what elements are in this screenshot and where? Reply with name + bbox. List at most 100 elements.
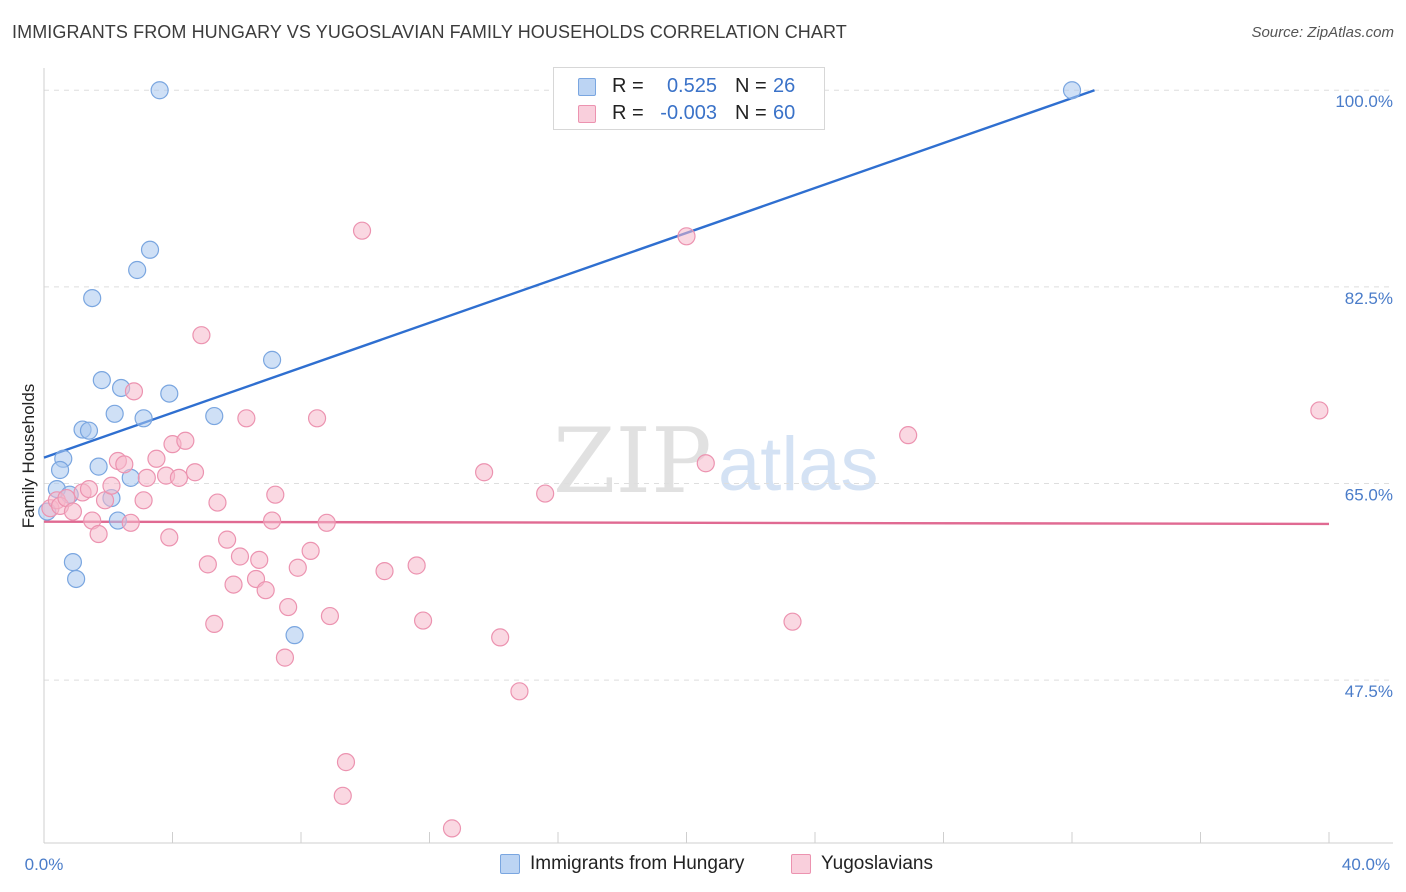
point-yugoslavians xyxy=(1310,401,1329,420)
stats-row-hungary: R = 0.525 N = 26 xyxy=(554,73,824,101)
r-label: R = xyxy=(612,75,644,97)
stats-legend-box: R = 0.525 N = 26 R = -0.003 N = 60 xyxy=(553,67,825,130)
hungary-swatch xyxy=(578,78,596,96)
point-yugoslavians xyxy=(510,682,529,701)
x-ticks xyxy=(172,832,1330,843)
point-hungary xyxy=(140,240,160,259)
point-yugoslavians xyxy=(102,476,121,495)
point-yugoslavians xyxy=(536,484,555,503)
n-value: 26 xyxy=(773,75,796,97)
point-hungary xyxy=(63,553,83,572)
legend-label-hungary: Immigrants from Hungary xyxy=(530,853,745,874)
point-hungary xyxy=(89,457,108,476)
point-hungary xyxy=(67,569,86,589)
point-yugoslavians xyxy=(185,463,205,482)
point-yugoslavians xyxy=(475,463,494,482)
watermark-zip: ZIP xyxy=(553,409,712,514)
point-yugoslavians xyxy=(250,550,269,569)
point-yugoslavians xyxy=(79,479,99,499)
watermark-atlas: atlas xyxy=(718,422,879,507)
legend: Immigrants from Hungary Yugoslavians xyxy=(0,851,1406,879)
point-hungary xyxy=(150,81,169,100)
point-yugoslavians xyxy=(336,753,356,772)
stats-row-yugoslavians: R = -0.003 N = 60 xyxy=(554,100,824,128)
axes xyxy=(43,68,1393,844)
r-label: R = xyxy=(612,102,644,124)
point-hungary xyxy=(1062,81,1082,100)
x-tick-label-min: 0.0% xyxy=(25,855,64,874)
n-label: N = xyxy=(735,102,767,124)
n-label: N = xyxy=(735,75,767,97)
trend-line-yugoslavians xyxy=(43,520,1330,526)
gridlines xyxy=(44,89,1393,681)
point-yugoslavians xyxy=(413,611,433,630)
point-yugoslavians xyxy=(288,558,307,577)
point-hungary xyxy=(79,421,99,440)
x-tick-labels: 0.0% 40.0% xyxy=(25,855,1390,874)
legend-swatch-yugoslavians xyxy=(791,854,811,874)
point-yugoslavians xyxy=(677,227,696,246)
y-tick-label: 47.5% xyxy=(1345,682,1393,701)
point-yugoslavians xyxy=(301,541,320,560)
point-yugoslavians xyxy=(279,597,298,617)
point-hungary xyxy=(134,409,153,428)
chart-source: Source: ZipAtlas.com xyxy=(1251,24,1394,41)
point-yugoslavians xyxy=(307,409,327,428)
point-hungary xyxy=(92,371,111,390)
legend-swatch-hungary xyxy=(500,854,520,874)
point-yugoslavians xyxy=(208,493,227,512)
point-yugoslavians xyxy=(115,455,134,474)
point-yugoslavians xyxy=(218,530,237,549)
r-value: 0.525 xyxy=(666,75,717,97)
point-hungary xyxy=(128,260,147,280)
x-tick-label-max: 40.0% xyxy=(1342,855,1390,874)
point-yugoslavians xyxy=(198,555,217,574)
y-tick-label: 100.0% xyxy=(1335,92,1393,111)
watermark: ZIP atlas xyxy=(553,409,879,514)
trend-lines xyxy=(43,89,1330,526)
point-yugoslavians xyxy=(442,819,462,838)
point-yugoslavians xyxy=(783,612,802,631)
point-yugoslavians xyxy=(333,786,352,805)
point-yugoslavians xyxy=(320,606,340,626)
point-yugoslavians xyxy=(262,511,282,530)
point-yugoslavians xyxy=(63,502,83,521)
point-yugoslavians xyxy=(256,581,275,600)
point-hungary xyxy=(105,404,124,423)
y-tick-label: 82.5% xyxy=(1345,289,1393,308)
y-tick-labels: 47.5% 65.0% 82.5% 100.0% xyxy=(1335,92,1393,701)
point-yugoslavians xyxy=(899,426,918,445)
trend-line-hungary xyxy=(43,89,1095,459)
point-yugoslavians xyxy=(375,562,394,581)
point-yugoslavians xyxy=(491,628,510,647)
point-yugoslavians xyxy=(169,468,189,487)
point-yugoslavians xyxy=(696,454,715,473)
y-axis-title: Family Households xyxy=(19,384,38,529)
point-hungary xyxy=(83,288,102,308)
point-yugoslavians xyxy=(176,431,195,450)
point-yugoslavians xyxy=(317,513,336,532)
point-yugoslavians xyxy=(205,614,224,634)
point-yugoslavians xyxy=(275,648,295,667)
point-yugoslavians xyxy=(237,409,256,428)
point-yugoslavians xyxy=(160,528,179,547)
point-yugoslavians xyxy=(124,382,144,401)
point-yugoslavians xyxy=(230,547,250,566)
point-yugoslavians xyxy=(121,513,140,532)
point-hungary xyxy=(285,626,304,645)
chart-title: IMMIGRANTS FROM HUNGARY VS YUGOSLAVIAN F… xyxy=(12,22,847,42)
point-yugoslavians xyxy=(352,221,372,240)
data-points xyxy=(38,81,1329,838)
yugoslavians-swatch xyxy=(578,105,596,123)
point-yugoslavians xyxy=(134,491,153,510)
point-yugoslavians xyxy=(89,524,108,544)
point-hungary xyxy=(50,460,70,480)
point-hungary xyxy=(160,384,179,403)
y-tick-label: 65.0% xyxy=(1345,485,1393,504)
point-yugoslavians xyxy=(407,556,426,575)
point-hungary xyxy=(262,350,282,369)
point-yugoslavians xyxy=(147,449,166,468)
point-yugoslavians xyxy=(192,326,211,345)
point-yugoslavians xyxy=(266,485,285,504)
point-yugoslavians xyxy=(224,575,243,594)
